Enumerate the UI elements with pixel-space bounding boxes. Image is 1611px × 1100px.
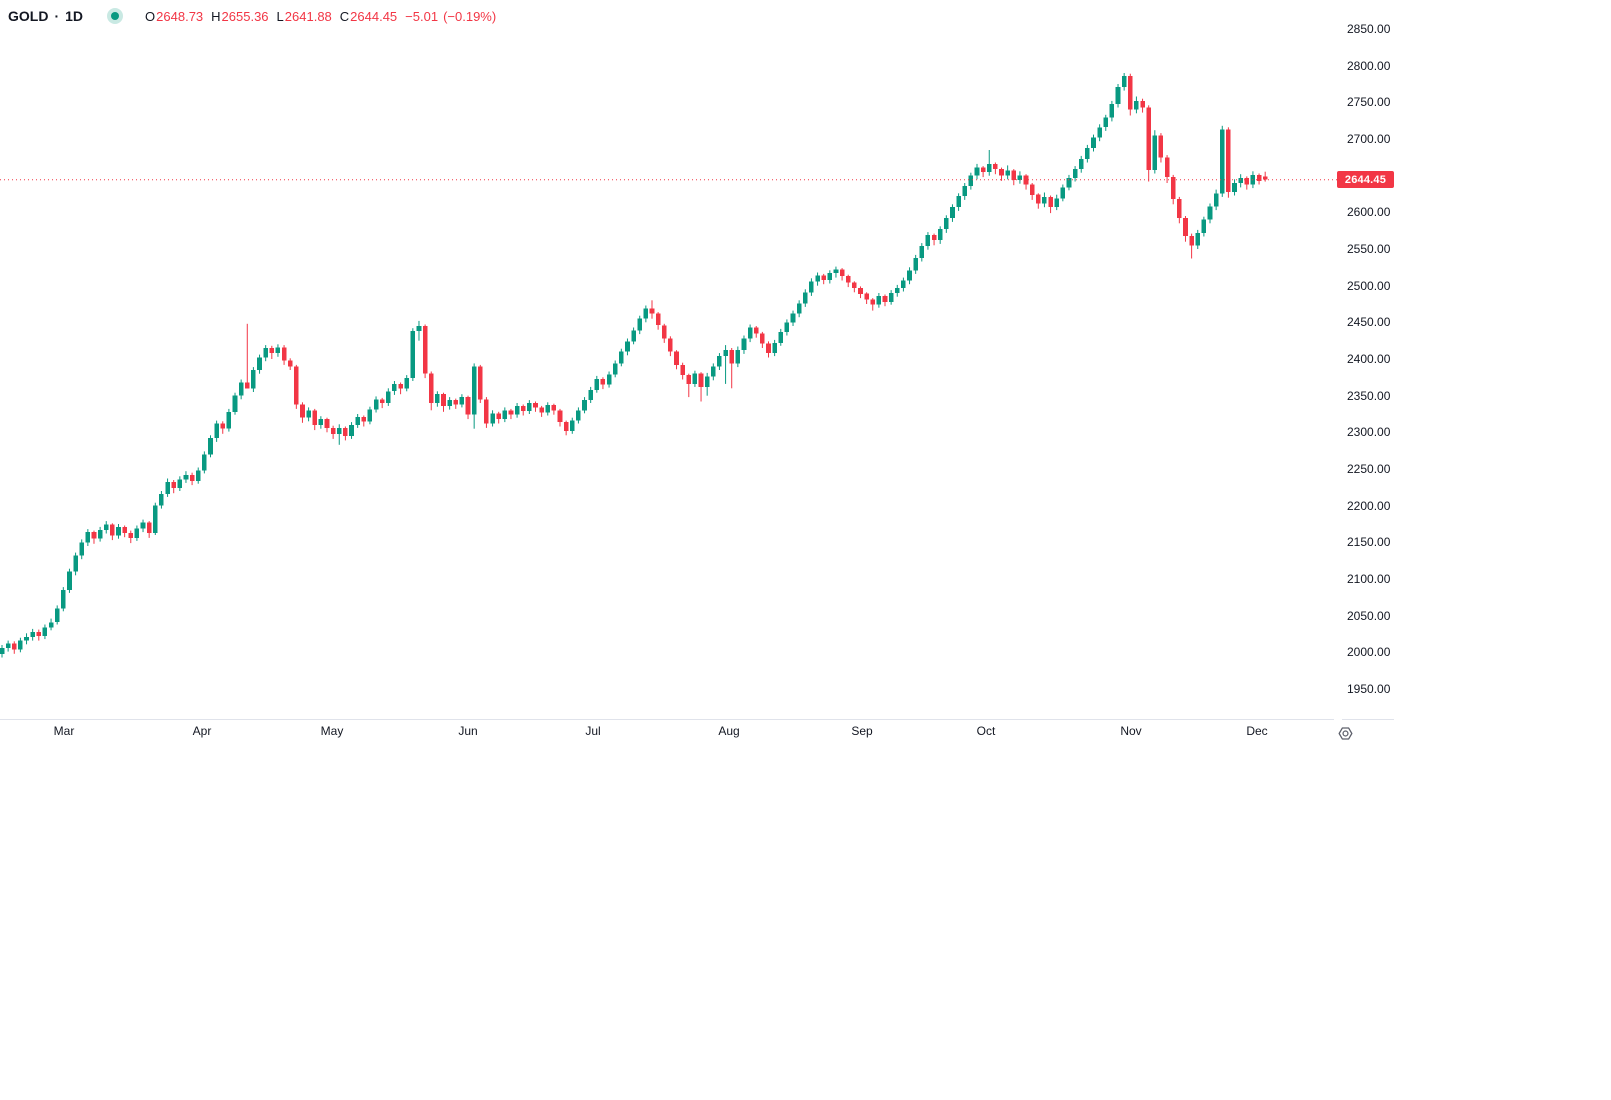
month-label-apr: Apr bbox=[192, 724, 212, 738]
price-tick-label: 2550.00 bbox=[1347, 242, 1391, 256]
price-axis[interactable]: 2644.45 2850.00 2800.00 2750.00 2700.00 2600… bbox=[1337, 0, 1411, 719]
symbol-interval: 1D bbox=[65, 8, 84, 24]
price-tick-label: 2150.00 bbox=[1347, 535, 1391, 550]
month-label-nov: Nov bbox=[1120, 724, 1142, 738]
price-tick-label: 2000.00 bbox=[1347, 645, 1391, 660]
market-status-icon[interactable] bbox=[107, 8, 124, 24]
price-tick-label: 2700.00 bbox=[1347, 132, 1391, 146]
month-label-may: May bbox=[320, 724, 344, 738]
price-tick-label: 2500.00 bbox=[1347, 278, 1391, 293]
symbol-title[interactable]: GOLD · 1D bbox=[8, 8, 83, 24]
month-label-sep: Sep bbox=[851, 724, 873, 738]
low-value: L 2641.88 bbox=[276, 8, 332, 24]
price-tick-label: 2400.00 bbox=[1347, 352, 1391, 366]
time-axis-separator bbox=[0, 719, 1334, 720]
price-tick-label: 2200.00 bbox=[1347, 498, 1391, 513]
high-value: H 2655.36 bbox=[211, 8, 269, 24]
price-tick-label: 2250.00 bbox=[1347, 462, 1391, 476]
axis-settings-button[interactable] bbox=[1333, 721, 1357, 745]
month-label-dec: Dec bbox=[1246, 724, 1268, 738]
price-tick-label: 2050.00 bbox=[1347, 608, 1391, 623]
symbol-legend: GOLD · 1D O 2648.73 H 2655.36 L 2641.88 C 26… bbox=[8, 8, 496, 24]
candlestick-layer bbox=[0, 73, 1337, 658]
time-axis[interactable]: Mar Apr May Jun Jul Aug Sep Oct Nov Dec bbox=[0, 720, 1337, 746]
price-tick-label: 2850.00 bbox=[1347, 22, 1391, 36]
price-tick-label: 2100.00 bbox=[1347, 572, 1391, 586]
market-status-dot-core bbox=[111, 12, 120, 20]
price-tick-label: 2350.00 bbox=[1347, 388, 1391, 403]
month-label-jun: Jun bbox=[458, 724, 478, 738]
change-value: −5.01 (−0.19%) bbox=[405, 8, 497, 24]
price-tick-label: 2800.00 bbox=[1347, 58, 1391, 73]
price-tick-label: 2450.00 bbox=[1347, 315, 1391, 330]
close-value: C 2644.45 bbox=[339, 8, 398, 24]
ohlc-values: O 2648.73 H 2655.36 L 2641.88 C 2644.45 −5.0… bbox=[145, 9, 496, 24]
month-label-oct: Oct bbox=[976, 724, 996, 738]
month-label-jul: Jul bbox=[585, 724, 601, 738]
time-axis-separator-right bbox=[1342, 719, 1394, 720]
symbol-name: GOLD bbox=[8, 8, 49, 24]
chart-pane[interactable] bbox=[0, 0, 1337, 719]
gear-icon bbox=[1338, 726, 1352, 740]
month-label-mar: Mar bbox=[53, 724, 75, 738]
price-tick-label: 2600.00 bbox=[1347, 205, 1391, 220]
symbol-separator: · bbox=[54, 8, 60, 24]
price-tick-label: 2750.00 bbox=[1347, 95, 1391, 110]
price-tick-label: 1950.00 bbox=[1347, 682, 1391, 696]
price-tick-label: 2300.00 bbox=[1347, 425, 1391, 440]
last-price-label: 2644.45 bbox=[1337, 171, 1394, 189]
month-label-aug: Aug bbox=[718, 724, 740, 738]
open-value: O 2648.73 bbox=[145, 8, 204, 24]
